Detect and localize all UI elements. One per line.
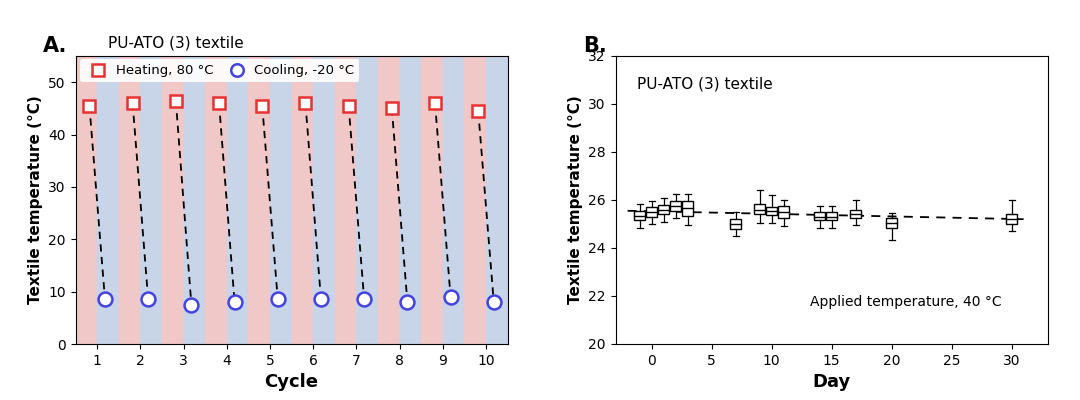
Bar bbox=[356, 56, 378, 344]
Bar bbox=[119, 56, 140, 344]
Bar bbox=[850, 210, 861, 218]
Bar bbox=[270, 56, 292, 344]
Text: PU-ATO (3) textile: PU-ATO (3) textile bbox=[108, 36, 244, 51]
Bar bbox=[671, 201, 681, 211]
Bar bbox=[486, 56, 508, 344]
Bar bbox=[658, 205, 669, 214]
Bar bbox=[140, 56, 162, 344]
Bar bbox=[313, 56, 335, 344]
Bar bbox=[887, 218, 897, 228]
Bar bbox=[779, 206, 789, 218]
Bar bbox=[248, 56, 270, 344]
Bar bbox=[335, 56, 356, 344]
Bar bbox=[754, 204, 765, 214]
Bar bbox=[683, 201, 693, 216]
Bar bbox=[400, 56, 421, 344]
Bar bbox=[464, 56, 486, 344]
Bar bbox=[378, 56, 400, 344]
Y-axis label: Textile temperature (°C): Textile temperature (°C) bbox=[28, 96, 43, 304]
X-axis label: Day: Day bbox=[812, 373, 851, 391]
Bar bbox=[646, 207, 657, 217]
Bar bbox=[421, 56, 443, 344]
Bar bbox=[443, 56, 464, 344]
Bar bbox=[766, 207, 777, 215]
Bar bbox=[205, 56, 227, 344]
Bar bbox=[162, 56, 184, 344]
Legend: Heating, 80 °C, Cooling, -20 °C: Heating, 80 °C, Cooling, -20 °C bbox=[80, 59, 360, 82]
Text: A.: A. bbox=[43, 36, 68, 56]
X-axis label: Cycle: Cycle bbox=[265, 373, 319, 391]
Bar bbox=[826, 212, 837, 220]
Bar bbox=[227, 56, 248, 344]
Bar bbox=[292, 56, 313, 344]
Text: Applied temperature, 40 °C: Applied temperature, 40 °C bbox=[810, 296, 1001, 310]
Bar bbox=[184, 56, 205, 344]
Bar bbox=[634, 211, 645, 220]
Text: PU-ATO (3) textile: PU-ATO (3) textile bbox=[637, 76, 773, 91]
Bar bbox=[76, 56, 97, 344]
Bar bbox=[1007, 214, 1017, 224]
Bar bbox=[97, 56, 119, 344]
Text: B.: B. bbox=[583, 36, 607, 56]
Y-axis label: Textile temperature (°C): Textile temperature (°C) bbox=[568, 96, 583, 304]
Bar bbox=[730, 219, 741, 229]
Bar bbox=[814, 212, 825, 220]
